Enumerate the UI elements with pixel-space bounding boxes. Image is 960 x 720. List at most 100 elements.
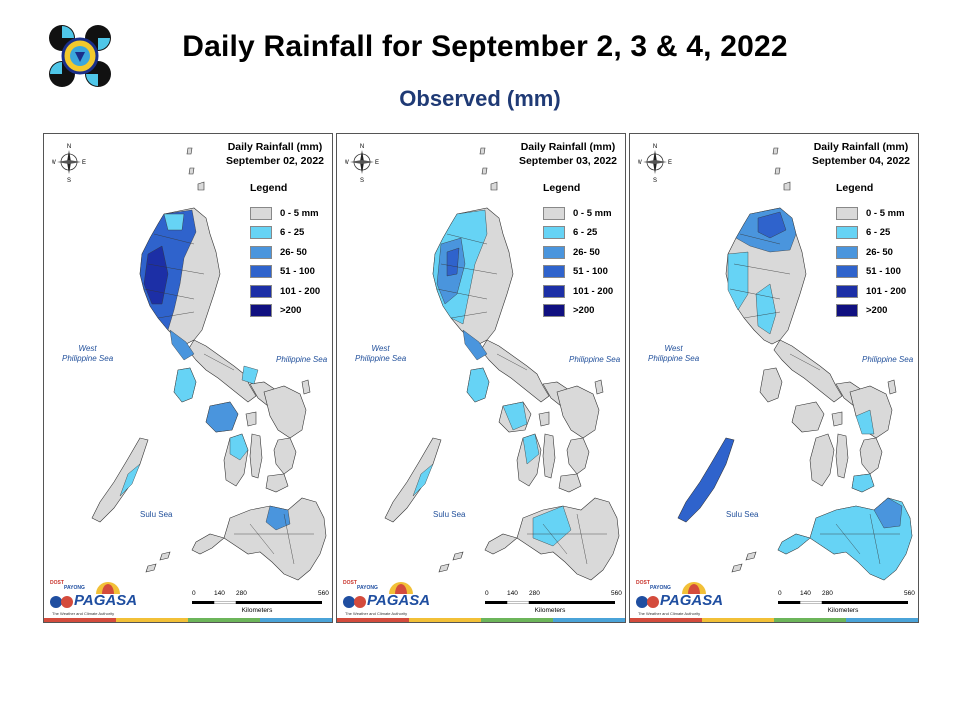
island-sulu bbox=[438, 551, 464, 573]
scale-tick-label: 0 bbox=[485, 590, 489, 597]
rainfall-area bbox=[757, 211, 787, 239]
panel-date: September 04, 2022 bbox=[811, 155, 910, 167]
legend-label: 26- 50 bbox=[866, 246, 893, 258]
legend-swatch bbox=[543, 206, 565, 220]
island-negros bbox=[809, 433, 835, 487]
island-palawan bbox=[384, 437, 442, 523]
legend-swatch bbox=[250, 226, 272, 239]
island-samar bbox=[556, 385, 600, 439]
legend-label: 0 - 5 mm bbox=[866, 207, 905, 219]
compass-s-label: S bbox=[653, 178, 657, 184]
philippines-map bbox=[384, 147, 620, 581]
province-boundary bbox=[440, 263, 498, 275]
compass-rose-icon: N S E W bbox=[345, 144, 379, 184]
compass-n-label: N bbox=[653, 144, 657, 150]
legend-swatch bbox=[250, 304, 272, 317]
panel-title-line: Daily Rainfall (mm) bbox=[520, 141, 616, 153]
legend-item: 51 - 100 bbox=[836, 265, 901, 279]
legend-swatch bbox=[543, 304, 565, 317]
scale-tick-label: 140 bbox=[214, 590, 225, 597]
scale-tick-label: 560 bbox=[611, 590, 622, 597]
rainfall-area bbox=[727, 251, 749, 311]
legend-swatch bbox=[836, 265, 858, 278]
island-leyte bbox=[566, 437, 590, 475]
rainfall-area bbox=[777, 533, 811, 555]
scale-tick-label: 0 bbox=[192, 590, 196, 597]
rainfall-area bbox=[229, 433, 249, 461]
legend-title: Legend bbox=[250, 182, 288, 194]
legend-label: 26- 50 bbox=[280, 246, 307, 258]
pagasa-umbrella-icon bbox=[636, 582, 706, 608]
pagasa-umbrella-icon bbox=[50, 582, 120, 608]
pagasa-tagline: The Weather and Climate Authority bbox=[52, 611, 115, 616]
sea-label-east: Philippine Sea bbox=[276, 355, 328, 364]
legend-label: 6 - 25 bbox=[866, 227, 891, 238]
legend-label: 0 - 5 mm bbox=[280, 207, 319, 219]
compass-n-label: N bbox=[67, 144, 71, 150]
legend-swatch bbox=[543, 265, 565, 278]
island-batanes bbox=[772, 147, 791, 191]
scale-tick-label: 280 bbox=[236, 590, 247, 597]
legend-label: 101 - 200 bbox=[866, 285, 907, 297]
legend-label: 51 - 100 bbox=[866, 266, 901, 277]
province-boundary bbox=[835, 523, 861, 555]
pagasa-umbrella-icon bbox=[343, 582, 413, 608]
rainfall-area bbox=[265, 505, 291, 531]
rainfall-area bbox=[205, 401, 239, 433]
scale-units: Kilometers bbox=[827, 607, 859, 614]
province-boundary bbox=[729, 288, 781, 300]
strip-segment bbox=[481, 618, 553, 622]
panel-date: September 02, 2022 bbox=[225, 155, 324, 167]
province-boundary bbox=[869, 513, 881, 565]
scale-units: Kilometers bbox=[241, 607, 273, 614]
province-boundary bbox=[450, 311, 488, 319]
province-boundary bbox=[496, 353, 528, 371]
province-boundary bbox=[446, 233, 488, 245]
sea-label-east: Philippine Sea bbox=[569, 355, 621, 364]
province-boundary bbox=[739, 233, 781, 245]
island-mindoro bbox=[759, 367, 783, 403]
sea-label-sulu: Sulu Sea bbox=[140, 510, 173, 519]
legend-item: 6 - 25 bbox=[836, 226, 890, 240]
rainfall-area bbox=[462, 329, 488, 361]
legend-swatch bbox=[836, 226, 858, 239]
pagasa-payong-label: PAYONG bbox=[64, 585, 85, 591]
rainfall-area bbox=[522, 433, 540, 465]
legend-title: Legend bbox=[543, 182, 581, 194]
rainfall-map-panel-1: N S E W Daily Rainfall (mm) September 02, 202… bbox=[43, 133, 333, 623]
island-masbate bbox=[831, 411, 843, 427]
sea-label-west: West Philippine Sea bbox=[62, 344, 113, 364]
scale-tick-label: 0 bbox=[778, 590, 782, 597]
province-boundary bbox=[147, 263, 205, 275]
island-catanduanes bbox=[887, 379, 897, 395]
island-luzonSouth bbox=[480, 339, 550, 403]
compass-s-label: S bbox=[67, 178, 71, 184]
province-boundary bbox=[143, 288, 195, 300]
province-boundary bbox=[153, 233, 195, 245]
island-masbate bbox=[245, 411, 257, 427]
legend-label: >200 bbox=[866, 305, 888, 316]
rainfall-area bbox=[677, 437, 735, 523]
compass-e-label: E bbox=[668, 160, 672, 166]
legend-label: 51 - 100 bbox=[573, 266, 608, 277]
scale-bar bbox=[192, 601, 322, 604]
sea-label-line: West bbox=[371, 344, 390, 353]
compass-s-label: S bbox=[360, 178, 364, 184]
page-title: Daily Rainfall for September 2, 3 & 4, 2… bbox=[182, 30, 788, 63]
pagasa-wordmark: PAGASA bbox=[660, 592, 724, 609]
scale-tick-label: 280 bbox=[822, 590, 833, 597]
legend-item: 6 - 25 bbox=[250, 226, 304, 240]
sea-label-east: Philippine Sea bbox=[862, 355, 914, 364]
province-boundary bbox=[576, 513, 588, 565]
rainfall-area bbox=[241, 365, 259, 385]
compass-e-label: E bbox=[82, 160, 86, 166]
island-bohol bbox=[558, 473, 582, 493]
rainfall-area bbox=[446, 247, 460, 277]
legend-label: 6 - 25 bbox=[280, 227, 305, 238]
legend-swatch bbox=[836, 206, 858, 220]
island-batanes bbox=[186, 147, 205, 191]
province-boundary bbox=[436, 288, 488, 300]
island-cebu bbox=[249, 433, 263, 479]
province-boundary bbox=[743, 311, 781, 319]
legend-item: 0 - 5 mm bbox=[836, 206, 905, 220]
